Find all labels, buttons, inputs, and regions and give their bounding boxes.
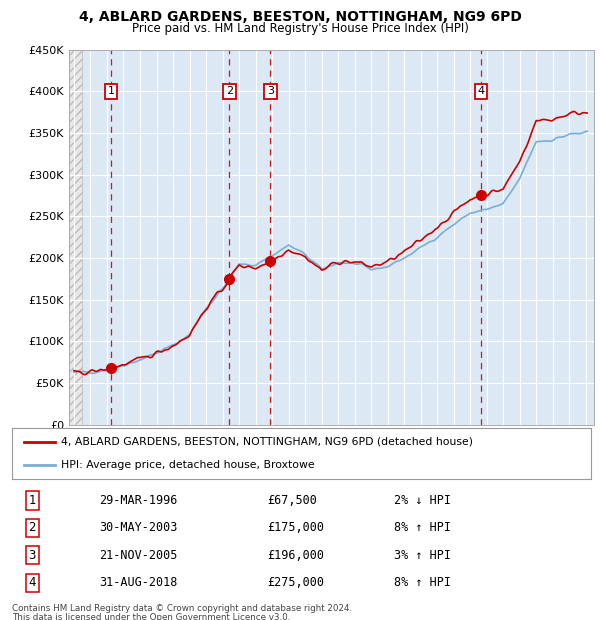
Text: 4, ABLARD GARDENS, BEESTON, NOTTINGHAM, NG9 6PD: 4, ABLARD GARDENS, BEESTON, NOTTINGHAM, … — [79, 10, 521, 24]
Text: 4: 4 — [478, 86, 485, 96]
Text: 1: 1 — [107, 86, 115, 96]
Text: £175,000: £175,000 — [267, 521, 324, 534]
Text: Price paid vs. HM Land Registry's House Price Index (HPI): Price paid vs. HM Land Registry's House … — [131, 22, 469, 35]
Text: 31-AUG-2018: 31-AUG-2018 — [99, 576, 177, 589]
Text: 8% ↑ HPI: 8% ↑ HPI — [394, 576, 451, 589]
Bar — [69, 50, 82, 425]
Text: £67,500: £67,500 — [267, 494, 317, 507]
Text: 8% ↑ HPI: 8% ↑ HPI — [394, 521, 451, 534]
Text: 3: 3 — [267, 86, 274, 96]
Text: HPI: Average price, detached house, Broxtowe: HPI: Average price, detached house, Brox… — [61, 460, 315, 470]
Text: 29-MAR-1996: 29-MAR-1996 — [99, 494, 177, 507]
Text: 2: 2 — [29, 521, 36, 534]
Text: 21-NOV-2005: 21-NOV-2005 — [99, 549, 177, 562]
Text: £275,000: £275,000 — [267, 576, 324, 589]
Text: Contains HM Land Registry data © Crown copyright and database right 2024.: Contains HM Land Registry data © Crown c… — [12, 604, 352, 613]
Text: 2% ↓ HPI: 2% ↓ HPI — [394, 494, 451, 507]
Text: 1: 1 — [29, 494, 36, 507]
Text: This data is licensed under the Open Government Licence v3.0.: This data is licensed under the Open Gov… — [12, 613, 290, 620]
Text: 3% ↑ HPI: 3% ↑ HPI — [394, 549, 451, 562]
Text: 2: 2 — [226, 86, 233, 96]
Text: £196,000: £196,000 — [267, 549, 324, 562]
Text: 4: 4 — [29, 576, 36, 589]
Text: 30-MAY-2003: 30-MAY-2003 — [99, 521, 177, 534]
Text: 3: 3 — [29, 549, 36, 562]
Text: 4, ABLARD GARDENS, BEESTON, NOTTINGHAM, NG9 6PD (detached house): 4, ABLARD GARDENS, BEESTON, NOTTINGHAM, … — [61, 436, 473, 446]
